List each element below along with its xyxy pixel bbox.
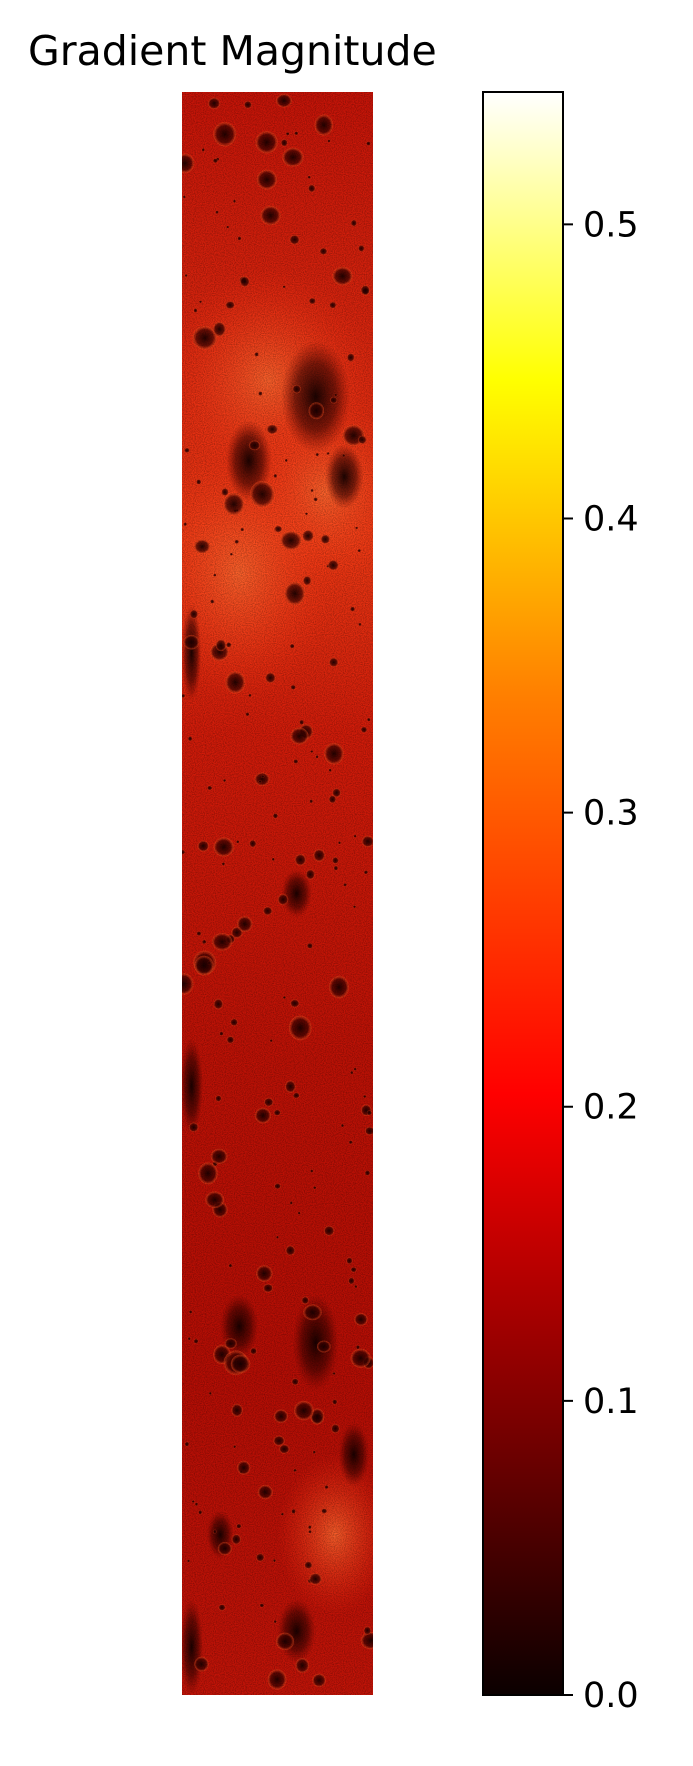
colorbar-tick-label: 0.4 xyxy=(583,499,639,539)
colorbar-scale xyxy=(482,91,564,1696)
heatmap-image xyxy=(182,92,373,1695)
colorbar-tick-label: 0.2 xyxy=(583,1088,639,1128)
colorbar: 0.0 0.1 0.2 0.3 0.4 0.5 xyxy=(482,91,639,1716)
colorbar-tick-label: 0.0 xyxy=(583,1676,639,1716)
colorbar-tick-label: 0.3 xyxy=(583,794,639,834)
colorbar-tick-label: 0.5 xyxy=(583,205,639,245)
colorbar-tick-label: 0.1 xyxy=(583,1382,639,1422)
chart-title: Gradient Magnitude xyxy=(28,27,437,75)
